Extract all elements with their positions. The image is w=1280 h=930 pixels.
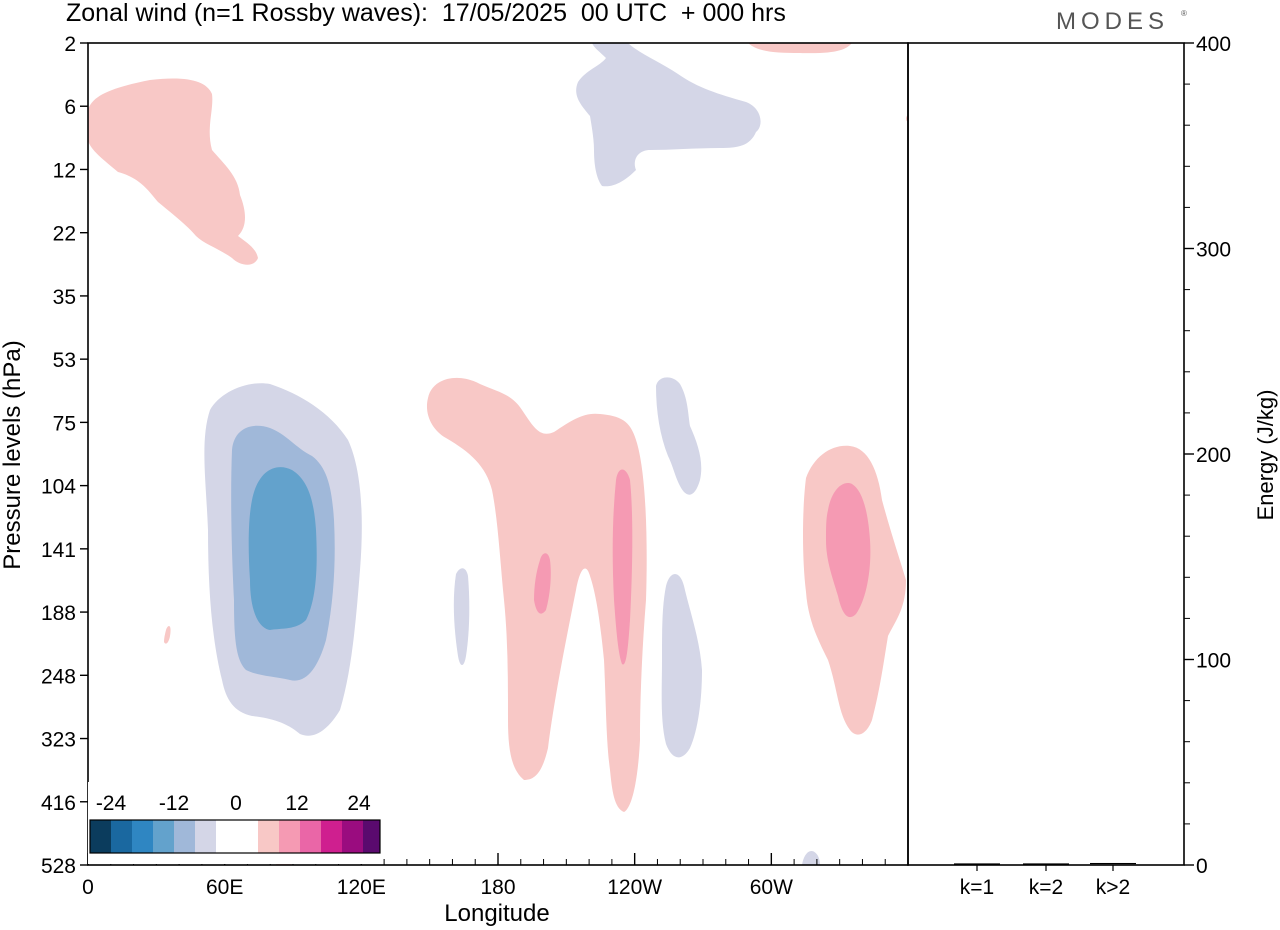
- y-tick-label: 141: [41, 539, 76, 562]
- colorbar-swatch: [216, 820, 237, 853]
- x-tick-label: 120E: [337, 876, 386, 899]
- contour-region-8: [534, 553, 551, 614]
- y-tick-label: 53: [53, 349, 76, 372]
- energy-tick-label: 300: [1196, 239, 1231, 262]
- contour-field: [88, 43, 908, 865]
- x-axis-label: Longitude: [444, 900, 550, 927]
- contour-region-2: [576, 43, 761, 187]
- colorbar-label: -24: [96, 792, 127, 815]
- energy-category-label: k>2: [1096, 876, 1130, 899]
- energy-tick-label: 100: [1196, 650, 1231, 673]
- energy-bar-k>2: [1090, 862, 1136, 865]
- y-tick-label: 75: [53, 412, 76, 435]
- x-tick-label: 60E: [206, 876, 243, 899]
- energy-bar-k=1: [954, 863, 1000, 865]
- contour-region-17: [802, 850, 820, 865]
- x-tick-label: 180: [480, 876, 515, 899]
- y-axis: 2 6 12 22 35 53 75 104 141 188 248 323 416 528: [41, 33, 88, 878]
- chart-title: Zonal wind (n=1 Rossby waves): 17/05/202…: [66, 0, 786, 27]
- energy-panel-frame: [907, 42, 1185, 866]
- energy-bars: k=1 k=2 k>2: [954, 862, 1136, 899]
- colorbar-swatch: [258, 820, 279, 853]
- colorbar-swatch: [279, 820, 300, 853]
- contour-region-14: [826, 483, 871, 618]
- x-axis: 0 60E 120E 180 120W 60W: [82, 853, 886, 899]
- y-tick-label: 416: [41, 792, 76, 815]
- y-tick-label: 35: [53, 286, 76, 309]
- x-tick-label: 60W: [750, 876, 793, 899]
- colorbar-swatch: [300, 820, 321, 853]
- brand-logo: MODES: [1056, 8, 1170, 35]
- y-tick-label: 248: [41, 665, 76, 688]
- contour-region-6: [248, 467, 317, 630]
- colorbar-swatch: [342, 820, 363, 853]
- y-tick-label: 6: [64, 96, 76, 119]
- contour-region-3: [748, 43, 852, 54]
- x-tick-label: 0: [82, 876, 94, 899]
- contour-region-12: [661, 574, 702, 758]
- colorbar-label: -12: [159, 792, 189, 815]
- contour-region-10: [656, 377, 702, 495]
- y-tick-label: 104: [41, 476, 76, 499]
- energy-category-label: k=2: [1029, 876, 1063, 899]
- contour-region-1: [88, 78, 258, 265]
- energy-tick-label: 0: [1196, 855, 1208, 878]
- colorbar-swatch: [111, 820, 132, 853]
- energy-bar-k=2: [1023, 863, 1069, 865]
- colorbar-frame: [89, 819, 381, 854]
- colorbar-swatch: [195, 820, 216, 853]
- contour-region-11: [453, 568, 470, 665]
- energy-tick-label: 200: [1196, 444, 1231, 467]
- colorbar-legend: -24 -12 0 12 24: [88, 782, 382, 864]
- colorbar-swatch: [90, 820, 111, 853]
- colorbar-swatch: [363, 820, 380, 853]
- y-tick-label: 323: [41, 729, 76, 752]
- contour-region-15: [164, 626, 171, 644]
- colorbar-label: 24: [347, 792, 371, 815]
- colorbar-swatch: [321, 820, 342, 853]
- y-tick-label: 12: [53, 159, 76, 182]
- colorbar-label: 0: [230, 792, 242, 815]
- brand-registered-mark: ®: [1181, 9, 1187, 18]
- x-tick-label: 120W: [607, 876, 662, 899]
- colorbar-label: 12: [285, 792, 308, 815]
- energy-category-label: k=1: [960, 876, 994, 899]
- y-tick-label: 188: [41, 602, 76, 625]
- contour-region-9: [612, 469, 633, 665]
- y-tick-label: 528: [41, 855, 76, 878]
- y-tick-label: 22: [53, 223, 76, 246]
- colorbar-swatch: [153, 820, 174, 853]
- y-tick-label: 2: [64, 33, 76, 56]
- energy-tick-label: 400: [1196, 33, 1231, 56]
- colorbar-swatch: [132, 820, 153, 853]
- colorbar-swatch: [174, 820, 195, 853]
- colorbar-swatch: [237, 820, 258, 853]
- energy-axis: 0 100 200 300 400: [1184, 33, 1231, 878]
